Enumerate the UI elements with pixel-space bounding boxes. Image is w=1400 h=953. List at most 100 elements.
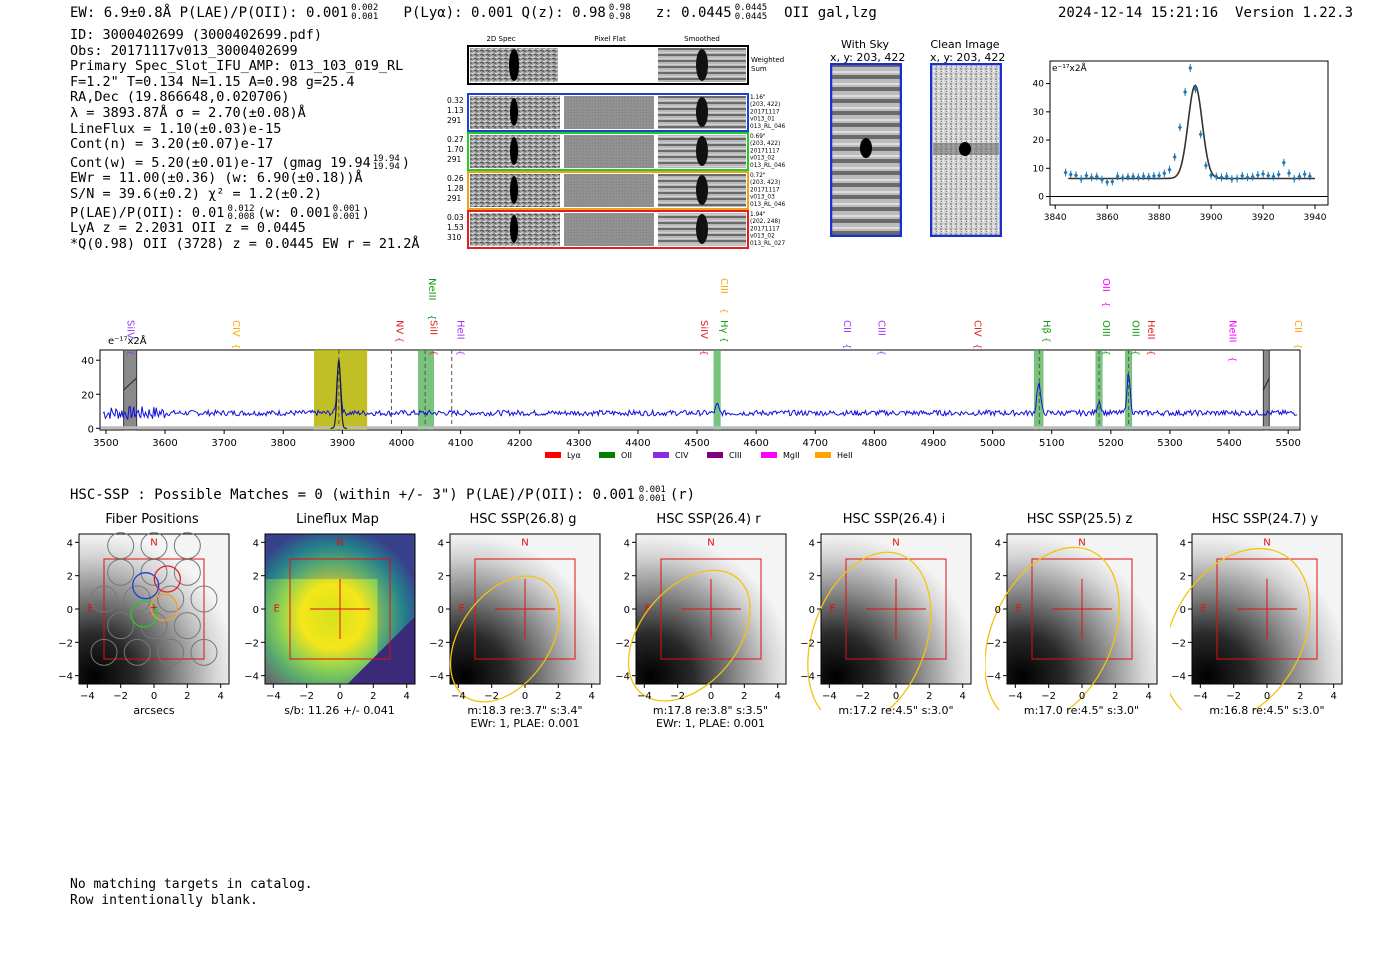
fit-data-point [1073, 172, 1078, 178]
east-label: E [273, 604, 279, 615]
hsc-ytick-label: 0 [1180, 605, 1186, 616]
north-label: N [892, 538, 899, 549]
galaxy-ellipse [1170, 547, 1311, 710]
line-fit-chart: e⁻¹⁷x2Å 3840 3860 3880 3900 3920 3940 0 10 20 30 40 [1033, 60, 1329, 223]
fit-data-point [1063, 170, 1068, 176]
hsc-summary-sup: 0.001 [638, 485, 666, 495]
hsc-xtick-label: −4 [80, 691, 95, 702]
hsc-ytick-label: −4 [986, 672, 1001, 683]
fit-data-point [1250, 174, 1255, 180]
hsc-xtick-label: 0 [336, 691, 342, 702]
fiber-circle [140, 532, 168, 560]
hsc-ytick-label: 4 [623, 538, 629, 549]
footer-notes: No matching targets in catalog. Row inte… [70, 877, 313, 908]
hsc-panel-title: Lineflux Map [296, 512, 379, 527]
clean-image-title: Clean Image x, y: 203, 422 [930, 38, 1006, 64]
cutout-header-smoothed: Smoothed [684, 35, 720, 43]
spectrum-line-label-text: Hβ [1040, 320, 1051, 334]
ew-sup: 0.002 [351, 3, 379, 13]
fit-data-point [1209, 172, 1214, 178]
spectrum-line-label: CII { [1292, 320, 1303, 349]
north-label: N [1263, 538, 1270, 549]
hsc-panel-xlabel: m:18.3 re:3.7" s:3.4" [467, 704, 583, 717]
spectrum-line-label-brace: { [427, 350, 437, 356]
spectrum-line-label-text: HeII [1145, 320, 1156, 340]
clean-image-source [959, 142, 971, 156]
spectrum-line-label-brace: { [972, 344, 982, 350]
hsc-panel-plot: N E −4 −4 −2 −2 0 0 2 2 4 4 [615, 533, 786, 702]
hsc-ytick-label: −4 [429, 672, 444, 683]
hsc-ytick-label: −4 [1171, 672, 1186, 683]
spectrum-legend-label: CIV [675, 451, 689, 460]
fit-data-point [1084, 173, 1089, 179]
fit-data-point [1105, 179, 1110, 185]
spectrum-line-label-text: OII [1100, 278, 1111, 292]
hsc-ytick-label: −4 [800, 672, 815, 683]
spectrum-line-label-brace: { [1040, 337, 1050, 343]
hsc-ytick-label: 2 [623, 572, 629, 583]
z-sub: 0.0445 [734, 12, 768, 22]
spectrum-xtick-label: 5000 [980, 438, 1005, 449]
east-label: E [1201, 604, 1207, 615]
fit-xtick-label: 3880 [1148, 213, 1171, 223]
cutout-right-label: (202, 248) [750, 219, 780, 225]
fit-data-point [1271, 173, 1276, 179]
spectrum-line-label: NeIII { [1227, 320, 1238, 362]
fit-data-point [1162, 170, 1167, 176]
cutout-smoothed-blob [696, 136, 708, 166]
spectrum-line-label-text: CIV [230, 320, 241, 337]
with-sky-source [860, 138, 872, 158]
hsc-xtick-label: −4 [1007, 691, 1022, 702]
spectrum-line-label: OIII { [1100, 320, 1111, 356]
fit-ytick-label: 10 [1033, 164, 1045, 174]
cutout-left-label: 1.53 [447, 223, 464, 232]
hsc-ytick-label: −4 [615, 672, 630, 683]
aperture-box [474, 558, 576, 660]
spectrum-line-label-text: OIII [1100, 320, 1111, 337]
cutout-right-label: 1.16" [750, 95, 766, 101]
cutout-pixelflat [564, 96, 654, 129]
plae-w-sup: 0.001 [332, 203, 360, 214]
spectrum-sky-floor [101, 426, 1299, 430]
hsc-xtick-label: 4 [1145, 691, 1151, 702]
hsc-xtick-label: −2 [299, 691, 314, 702]
cutout-smoothed-blob [696, 97, 708, 127]
hsc-xtick-label: 0 [1078, 691, 1084, 702]
cont-w-end: ) [401, 154, 410, 171]
cutout-right-label: 013_RL_046 [750, 163, 785, 169]
galaxy-ellipse [984, 546, 1120, 710]
hsc-ytick-label: 0 [994, 605, 1000, 616]
hsc-xtick-label: 2 [184, 691, 190, 702]
hsc-panel-xlabel: m:17.0 re:4.5" s:3.0" [1023, 704, 1140, 717]
fit-data-point [1099, 177, 1104, 183]
fit-data-point [1219, 174, 1224, 180]
spectrum-line-label: CIII { [875, 320, 886, 356]
hsc-panel-title: HSC SSP(24.7) y [1211, 512, 1319, 527]
fit-data-point [1110, 179, 1115, 185]
cutout-right-label: (203, 423) [750, 180, 780, 186]
info-cont-n: Cont(n) = 3.20(±0.07)e-17 [70, 136, 274, 153]
hsc-xtick-label: −2 [1226, 691, 1241, 702]
spectrum-xtick-label: 3600 [152, 438, 177, 449]
fiber-circle [107, 532, 135, 560]
hsc-xtick-label: −2 [855, 691, 870, 702]
info-wavelength: λ = 3893.87Å σ = 2.70(±0.08)Å [70, 104, 306, 121]
hsc-xtick-label: 0 [1264, 691, 1270, 702]
cutout-right-label: (203, 422) [750, 141, 780, 147]
hsc-panel-plot: N E −4 −4 −2 −2 0 0 2 2 4 4 [800, 533, 972, 710]
hsc-panel-plot: N E −4 −4 −2 −2 0 0 2 2 4 4 [244, 533, 415, 702]
fit-data-point [1146, 174, 1151, 180]
info-q: *Q(0.98) OII (3728) z = 0.0445 EW r = 21… [70, 235, 420, 252]
hsc-xtick-label: 2 [741, 691, 747, 702]
spectrum-line-label-brace: { [426, 315, 436, 321]
hsc-ytick-label: 4 [67, 538, 73, 549]
spectrum-line [102, 365, 1298, 421]
spectrum-xtick-label: 5200 [1098, 438, 1123, 449]
spectrum-line-label-text: CII [841, 320, 852, 333]
aperture-box [660, 558, 761, 660]
spectrum-line-label: SiIV { [698, 320, 709, 356]
z-sup: 0.0445 [734, 3, 768, 13]
spectrum-legend-swatch [653, 452, 669, 458]
clean-image-coords: x, y: 203, 422 [930, 51, 1006, 64]
fiber-circle [190, 638, 218, 666]
